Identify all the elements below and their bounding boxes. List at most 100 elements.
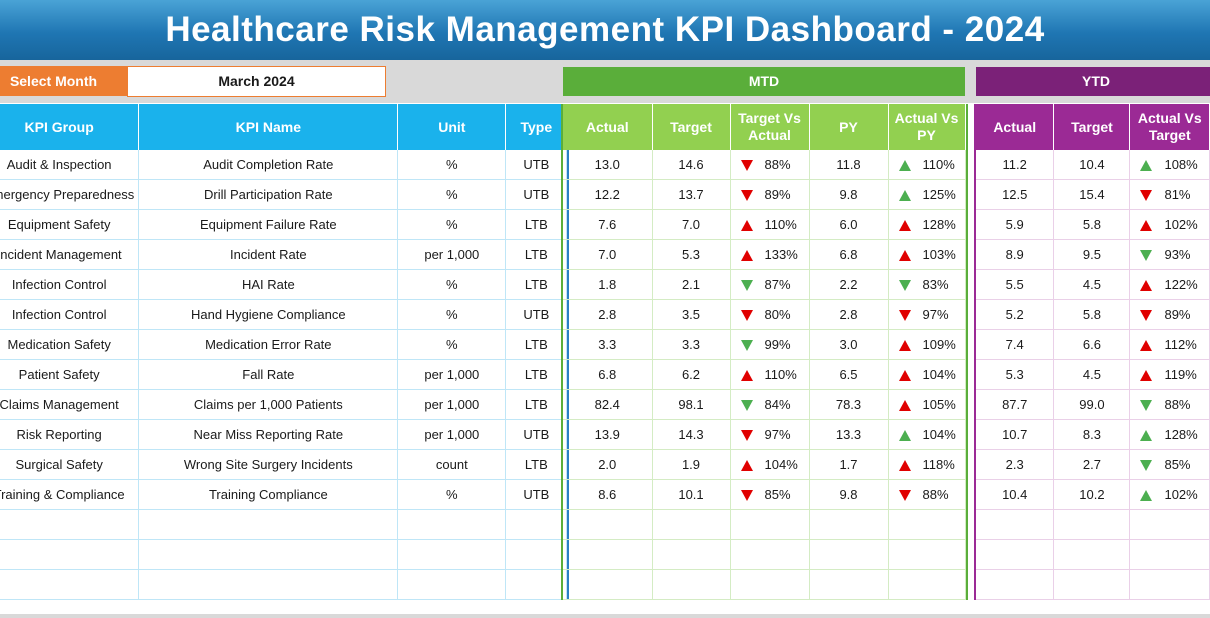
mtd-target-vs-actual-cell-value: 85% xyxy=(764,487,791,502)
arrow-down-icon xyxy=(1140,250,1153,262)
ytd-target-cell: 4.5 xyxy=(1053,269,1131,300)
mtd-actual-cell: 82.4 xyxy=(563,389,653,420)
ytd-actual-vs-target-cell-value: 88% xyxy=(1164,397,1191,412)
mtd-target-cell: 3.3 xyxy=(652,329,731,360)
type-cell: UTB xyxy=(505,419,568,450)
empty-cell xyxy=(652,569,731,600)
mtd-actual-cell: 7.0 xyxy=(563,239,653,270)
ytd-actual-vs-target-cell: 81% xyxy=(1129,179,1210,210)
ytd-actual-vs-target-cell-value: 81% xyxy=(1164,187,1191,202)
ytd-target-cell: 15.4 xyxy=(1053,179,1131,210)
mtd-target-vs-actual-cell: 133% xyxy=(730,239,810,270)
mtd-actual-vs-py-cell-value: 109% xyxy=(922,337,956,352)
unit-cell: per 1,000 xyxy=(397,419,507,450)
col-mtd-actual: Actual xyxy=(563,104,653,150)
type-cell: UTB xyxy=(505,150,568,180)
table-row: Patient Safety Fall Rate per 1,000 LTB xyxy=(0,359,568,390)
mtd-actual-vs-py-cell-value: 103% xyxy=(922,247,956,262)
table-row xyxy=(563,539,966,570)
ytd-actual-cell: 11.2 xyxy=(976,150,1055,180)
mtd-actual-vs-py-cell: 128% xyxy=(888,209,966,240)
mtd-target-vs-actual-cell: 110% xyxy=(730,359,810,390)
kpi-group-cell: Medication Safety xyxy=(0,329,140,360)
kpi-name-cell: Near Miss Reporting Rate xyxy=(138,419,399,450)
col-mtd-target: Target xyxy=(652,104,731,150)
mtd-target-vs-actual-cell-value: 87% xyxy=(764,277,791,292)
mtd-target-cell: 14.3 xyxy=(652,419,731,450)
table-row: 10.7 8.3 128% xyxy=(976,419,1210,450)
mtd-target-vs-actual-cell: 87% xyxy=(730,269,810,300)
arrow-down-icon xyxy=(740,280,753,292)
col-ytd-target: Target xyxy=(1053,104,1131,150)
ytd-target-cell: 99.0 xyxy=(1053,389,1131,420)
ytd-table: Actual Target Actual Vs Target 11.2 10.4 1… xyxy=(976,104,1210,600)
mtd-actual-cell: 8.6 xyxy=(563,479,653,510)
table-row: 5.9 5.8 102% xyxy=(976,209,1210,240)
mtd-actual-vs-py-cell-value: 83% xyxy=(922,277,949,292)
empty-cell xyxy=(0,569,140,600)
kpi-group-cell: Infection Control xyxy=(0,299,140,330)
ytd-actual-vs-target-cell: 128% xyxy=(1129,419,1210,450)
col-ytd-actual: Actual xyxy=(976,104,1055,150)
mtd-section-header: MTD xyxy=(563,67,965,96)
ytd-actual-cell: 8.9 xyxy=(976,239,1055,270)
mtd-target-cell: 1.9 xyxy=(652,449,731,480)
mtd-py-cell: 2.2 xyxy=(809,269,889,300)
unit-cell: % xyxy=(397,329,507,360)
col-mtd-py: PY xyxy=(809,104,889,150)
empty-cell xyxy=(505,509,568,540)
mtd-actual-vs-py-cell: 103% xyxy=(888,239,966,270)
empty-cell xyxy=(730,509,810,540)
bottom-border xyxy=(0,614,1210,618)
kpi-name-cell: Audit Completion Rate xyxy=(138,150,399,180)
ytd-target-cell: 9.5 xyxy=(1053,239,1131,270)
arrow-up-icon xyxy=(740,220,753,232)
table-row xyxy=(976,569,1210,600)
ytd-actual-vs-target-cell-value: 112% xyxy=(1164,337,1197,352)
mtd-actual-vs-py-cell: 109% xyxy=(888,329,966,360)
mtd-target-vs-actual-cell: 88% xyxy=(730,150,810,180)
table-row: Risk Reporting Near Miss Reporting Rate pe… xyxy=(0,419,568,450)
mtd-actual-vs-py-cell-value: 128% xyxy=(922,217,956,232)
kpi-name-cell: Equipment Failure Rate xyxy=(138,209,399,240)
col-unit: Unit xyxy=(397,104,507,150)
mtd-py-cell: 9.8 xyxy=(809,179,889,210)
mtd-actual-vs-py-cell: 118% xyxy=(888,449,966,480)
kpi-name-cell: Fall Rate xyxy=(138,359,399,390)
arrow-up-icon xyxy=(1140,280,1153,292)
kpi-info-table: KPI Group KPI Name Unit Type Audit & Ins… xyxy=(0,104,568,600)
arrow-up-icon xyxy=(898,340,911,352)
type-cell: LTB xyxy=(505,449,568,480)
arrow-up-icon xyxy=(898,250,911,262)
arrow-down-icon xyxy=(740,340,753,352)
ytd-actual-vs-target-cell-value: 119% xyxy=(1164,367,1197,382)
mtd-target-vs-actual-cell-value: 89% xyxy=(764,187,791,202)
table-row: Infection Control Hand Hygiene Compliance… xyxy=(0,299,568,330)
kpi-group-cell: Infection Control xyxy=(0,269,140,300)
mtd-actual-vs-py-cell-value: 104% xyxy=(922,367,956,382)
unit-cell: % xyxy=(397,479,507,510)
month-select[interactable]: March 2024 xyxy=(127,66,386,97)
arrow-up-icon xyxy=(898,430,911,442)
mtd-actual-cell: 12.2 xyxy=(563,179,653,210)
arrow-up-icon xyxy=(898,220,911,232)
ytd-actual-vs-target-cell: 88% xyxy=(1129,389,1210,420)
unit-cell: per 1,000 xyxy=(397,239,507,270)
mtd-target-cell: 2.1 xyxy=(652,269,731,300)
table-row: Audit & Inspection Audit Completion Rate%… xyxy=(0,150,568,180)
mtd-actual-vs-py-cell: 88% xyxy=(888,479,966,510)
kpi-name-cell: Drill Participation Rate xyxy=(138,179,399,210)
mtd-actual-cell: 3.3 xyxy=(563,329,653,360)
mtd-actual-vs-py-cell-value: 97% xyxy=(922,307,949,322)
mtd-target-vs-actual-cell-value: 88% xyxy=(764,157,791,172)
dashboard-title: Healthcare Risk Management KPI Dashboard… xyxy=(165,10,1045,49)
empty-cell xyxy=(730,539,810,570)
mtd-actual-cell: 13.9 xyxy=(563,419,653,450)
kpi-name-cell: Wrong Site Surgery Incidents xyxy=(138,449,399,480)
table-row: Claims Management Claims per 1,000 Patien… xyxy=(0,389,568,420)
mtd-actual-cell: 13.0 xyxy=(563,150,653,180)
ytd-actual-cell: 7.4 xyxy=(976,329,1055,360)
mtd-py-cell: 13.3 xyxy=(809,419,889,450)
ytd-actual-vs-target-cell: 93% xyxy=(1129,239,1210,270)
table-row: Training & Compliance Training Compliance… xyxy=(0,479,568,510)
